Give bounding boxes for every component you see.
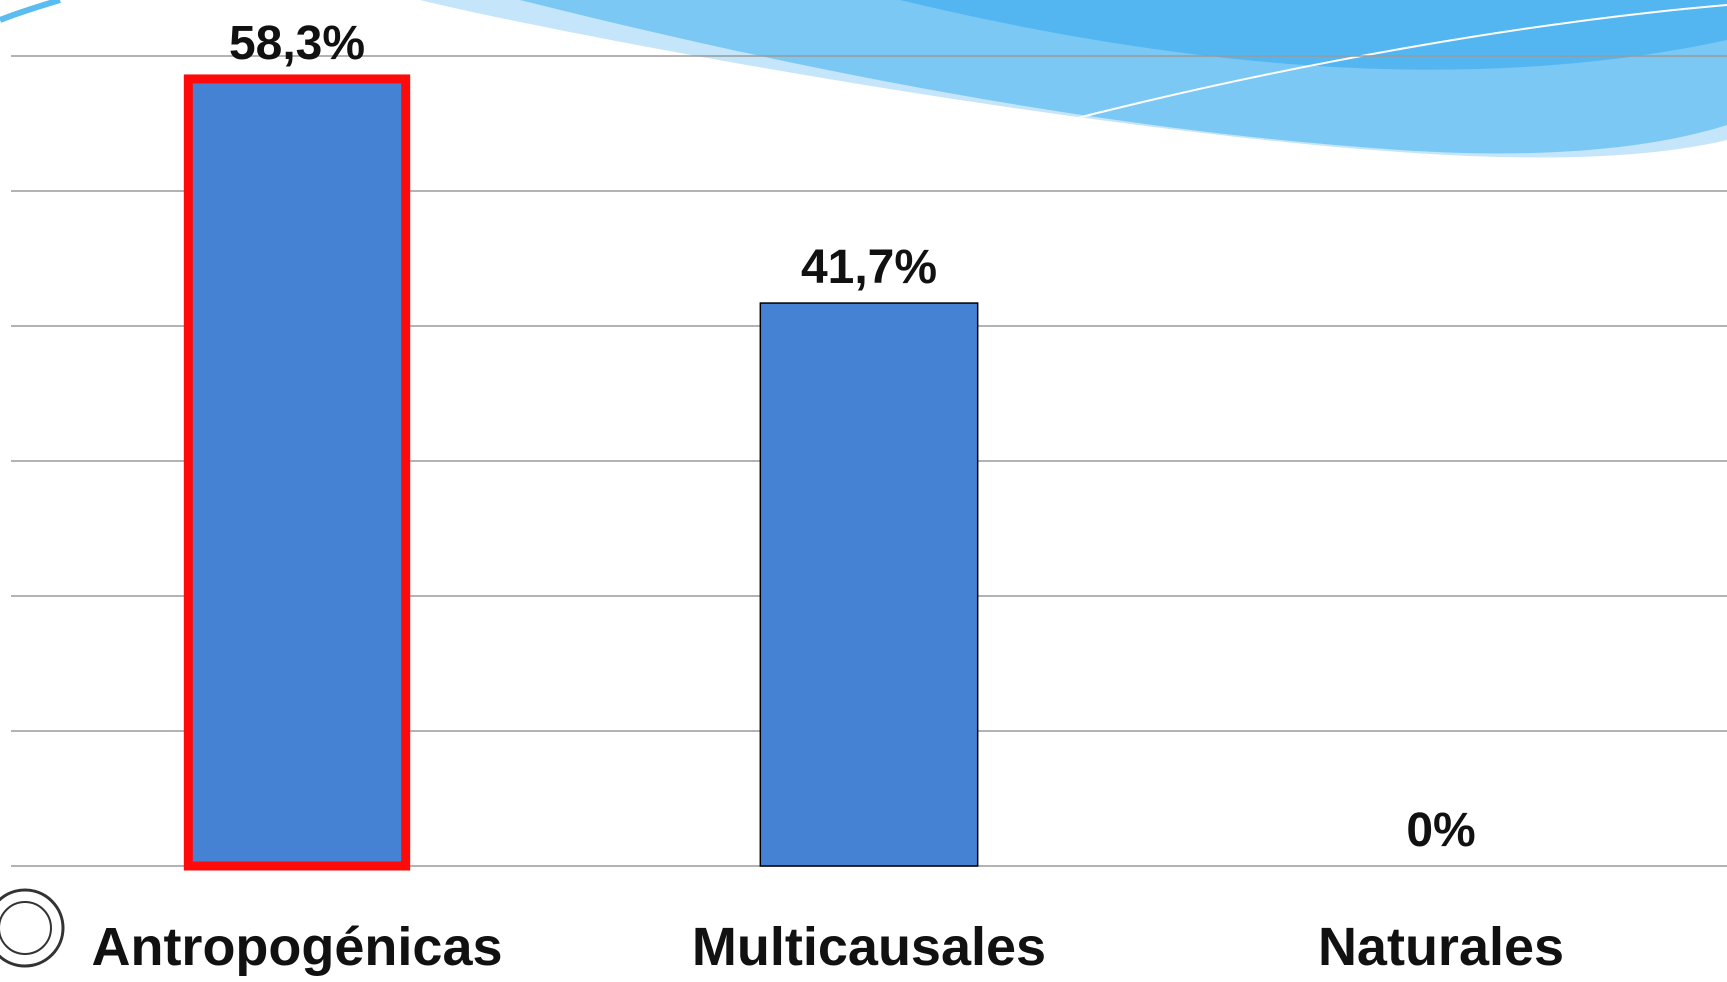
value-label: 58,3% [229, 17, 365, 70]
bar [759, 302, 979, 867]
value-label: 0% [1406, 804, 1475, 857]
x-tick-label: Multicausales [692, 917, 1046, 977]
x-tick-label: Naturales [1318, 917, 1564, 977]
value-label: 41,7% [801, 241, 937, 294]
x-tick-label: Antropogénicas [91, 917, 502, 977]
bar [183, 74, 411, 871]
logo-seal [0, 888, 65, 968]
decorative-wave [0, 0, 1727, 158]
